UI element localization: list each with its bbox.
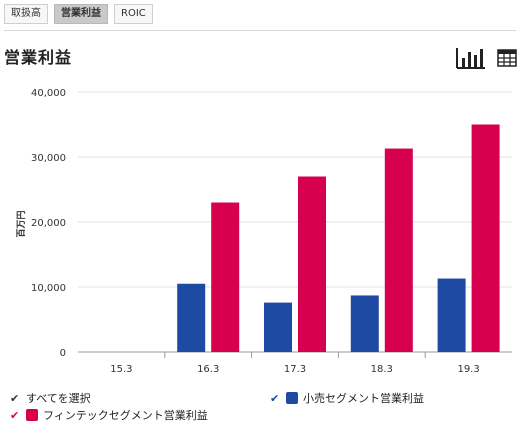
operating-profit-chart: 0 10,000 20,000 30,000 40,000 15.3 16.3 17.3 18…	[16, 88, 512, 375]
check-icon: ✔	[10, 391, 20, 405]
legend-select-all[interactable]: ✔ すべてを選択	[10, 390, 91, 406]
y-tick-label: 30,000	[31, 153, 66, 164]
x-tick-labels: 15.3 16.3 17.3 18.3 19.3	[110, 364, 479, 375]
view-toggle	[455, 46, 517, 70]
y-tick-label: 0	[60, 348, 66, 359]
bar-chart-icon[interactable]	[455, 46, 487, 70]
fintech-swatch	[26, 409, 38, 421]
legend-fintech[interactable]: ✔ フィンテックセグメント営業利益	[10, 407, 208, 423]
tab-roic[interactable]: ROIC	[114, 4, 153, 24]
legend-fintech-label: フィンテックセグメント営業利益	[43, 409, 208, 422]
retail-bar	[437, 278, 466, 352]
fintech-bar	[211, 202, 240, 352]
x-tick-label: 15.3	[110, 364, 132, 375]
x-tick-label: 16.3	[197, 364, 219, 375]
table-grid-icon[interactable]	[497, 49, 517, 67]
x-tick-label: 18.3	[371, 364, 393, 375]
retail-bar	[264, 302, 292, 352]
check-icon: ✔	[10, 408, 20, 422]
retail-bar	[350, 295, 379, 352]
fintech-bar	[384, 148, 413, 352]
tab-operating-profit[interactable]: 営業利益	[54, 4, 108, 24]
retail-bar	[177, 283, 206, 352]
legend-retail-label: 小売セグメント営業利益	[303, 392, 424, 405]
check-icon: ✔	[270, 391, 280, 405]
fintech-bar	[298, 176, 326, 352]
tab-transaction-volume[interactable]: 取扱高	[4, 4, 48, 24]
metric-tabs: 取扱高 営業利益 ROIC	[4, 4, 153, 24]
fintech-bar	[471, 124, 500, 352]
legend-retail[interactable]: ✔ 小売セグメント営業利益	[270, 390, 424, 406]
y-tick-label: 40,000	[31, 88, 66, 99]
legend-select-all-label: すべてを選択	[26, 392, 91, 405]
x-tick-label: 17.3	[284, 364, 306, 375]
x-tick-label: 19.3	[457, 364, 479, 375]
y-tick-labels: 0 10,000 20,000 30,000 40,000	[31, 88, 66, 359]
y-tick-label: 10,000	[31, 283, 66, 294]
y-axis-label: 百万円	[16, 210, 27, 237]
retail-swatch	[286, 392, 298, 404]
bars	[177, 124, 500, 352]
page-title: 営業利益	[4, 48, 73, 67]
y-tick-label: 20,000	[31, 218, 66, 229]
divider	[4, 30, 516, 31]
